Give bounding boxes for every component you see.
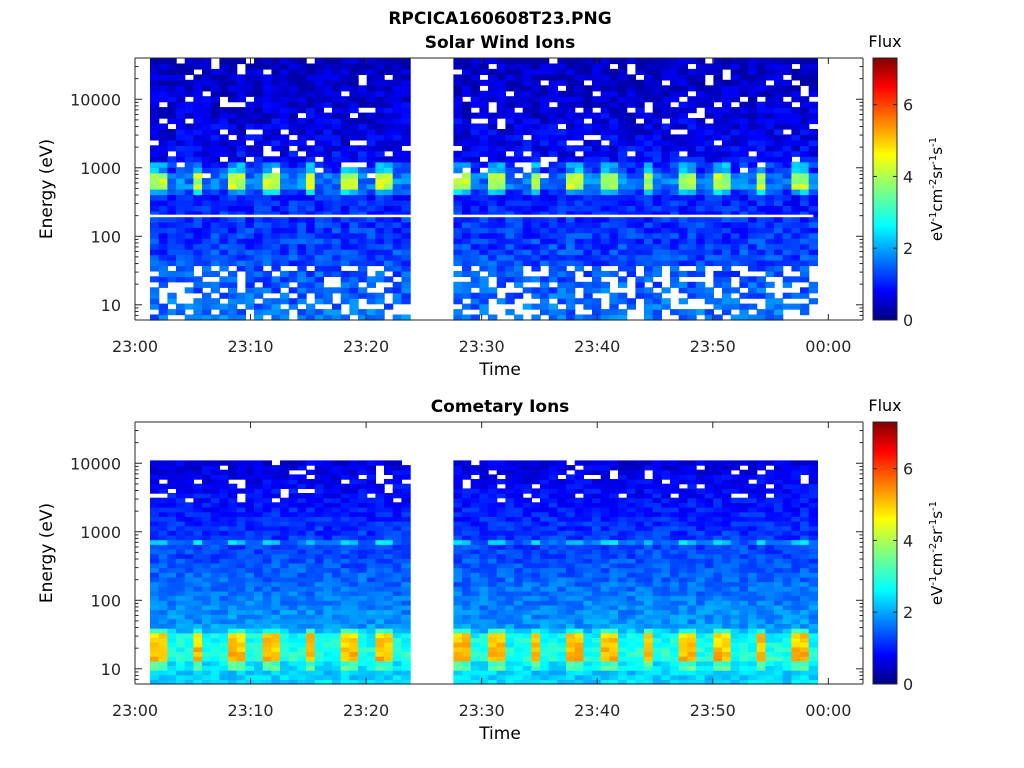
y-tick-label: 1000 xyxy=(80,523,121,542)
colorbar-tick-label: 4 xyxy=(903,167,913,186)
x-tick-label: 23:40 xyxy=(574,701,620,720)
colorbar-tick-label: 6 xyxy=(903,96,913,115)
x-tick-label: 23:00 xyxy=(112,337,158,356)
colorbar-unit: eV-1cm-2sr-1s-1 xyxy=(928,501,946,605)
colorbar-tick-label: 0 xyxy=(903,675,913,694)
x-tick-label: 00:00 xyxy=(805,701,851,720)
x-tick-label: 23:10 xyxy=(228,337,274,356)
y-tick-label: 10000 xyxy=(70,454,121,473)
axes: 23:00 23:10 23:20 23:30 23:40 23:50 00:00 10 100… xyxy=(70,57,864,356)
x-tick-label: 23:20 xyxy=(343,701,389,720)
x-tick-label: 23:50 xyxy=(690,337,736,356)
colorbar-tick-label: 4 xyxy=(903,531,913,550)
panel-solar-wind: Solar Wind Ions 23:00 23:10 23:20 23:30 23:4… xyxy=(37,32,946,380)
colorbar xyxy=(872,421,898,685)
colorbar-tick-label: 2 xyxy=(903,239,913,258)
axes: 23:00 23:10 23:20 23:30 23:40 23:50 00:00 10 100… xyxy=(70,421,864,720)
heatmap-cells xyxy=(150,58,818,321)
x-tick-label: 23:40 xyxy=(574,337,620,356)
colorbar-unit: eV-1cm-2sr-1s-1 xyxy=(928,137,946,241)
colorbar-ticks: 0 2 4 6 xyxy=(873,460,913,694)
x-tick-label: 00:00 xyxy=(805,337,851,356)
x-tick-label: 23:30 xyxy=(459,337,505,356)
panel-title: Cometary Ions xyxy=(431,397,570,417)
y-tick-label: 10 xyxy=(101,660,121,679)
y-tick-label: 100 xyxy=(90,227,121,246)
colorbar-ticks: 0 2 4 6 xyxy=(873,96,913,330)
colorbar-tick-label: 0 xyxy=(903,311,913,330)
x-tick-label: 23:10 xyxy=(228,701,274,720)
x-tick-label: 23:50 xyxy=(690,701,736,720)
x-tick-label: 23:20 xyxy=(343,337,389,356)
x-axis-label: Time xyxy=(478,360,521,380)
x-axis-label: Time xyxy=(478,724,521,744)
y-tick-label: 100 xyxy=(90,591,121,610)
colorbar-tick-label: 2 xyxy=(903,603,913,622)
y-tick-label: 10000 xyxy=(70,90,121,109)
colorbar-tick-label: 6 xyxy=(903,460,913,479)
x-tick-label: 23:30 xyxy=(459,701,505,720)
y-tick-label: 10 xyxy=(101,296,121,315)
y-axis-label: Energy (eV) xyxy=(37,139,57,239)
heatmap-cells xyxy=(150,460,818,685)
panel-title: Solar Wind Ions xyxy=(425,33,576,53)
colorbar-title: Flux xyxy=(868,32,901,51)
y-axis-label: Energy (eV) xyxy=(37,503,57,603)
panel-cometary: Cometary Ions 23:00 23:10 23:20 23:30 23:40 2… xyxy=(37,396,946,744)
colorbar-title: Flux xyxy=(868,396,901,415)
figure-title: RPCICA160608T23.PNG xyxy=(388,9,611,29)
colorbar xyxy=(872,57,898,321)
x-tick-label: 23:00 xyxy=(112,701,158,720)
y-tick-label: 1000 xyxy=(80,159,121,178)
